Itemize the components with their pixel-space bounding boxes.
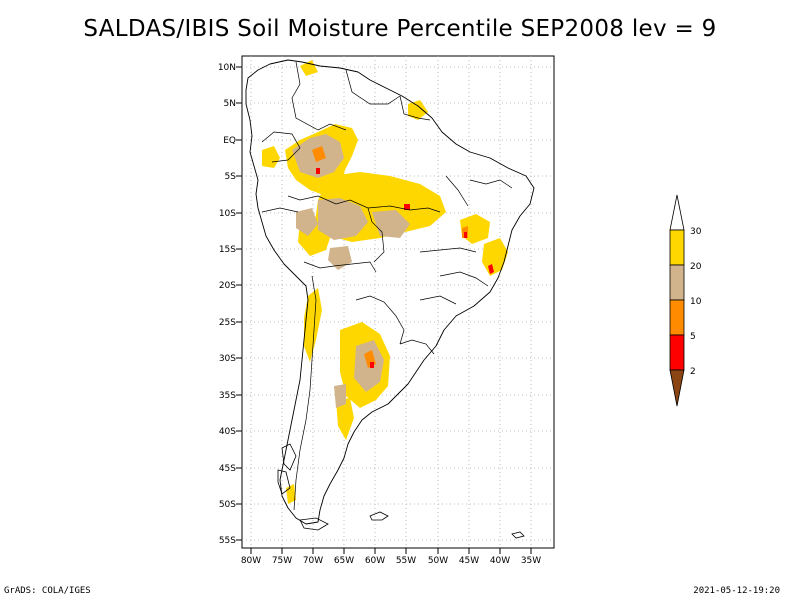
lon-label: 70W <box>303 556 323 566</box>
shade-andes-south <box>304 288 322 362</box>
shade-northwest <box>300 60 318 76</box>
legend-arrow-top <box>669 194 685 231</box>
shade-red-ne2 <box>488 264 494 274</box>
shade-tan-rondonia <box>372 210 410 238</box>
lon-label: 55W <box>396 556 416 566</box>
lon-label: 50W <box>428 556 448 566</box>
shade-orange-amazon <box>312 146 326 162</box>
legend-colorbar <box>669 194 685 407</box>
lat-label: 25S <box>219 318 236 328</box>
shade-red-ne1 <box>464 232 467 238</box>
legend-label: 20 <box>690 262 702 272</box>
lon-label: 35W <box>521 556 541 566</box>
country-borders <box>261 61 513 511</box>
shade-red-amazon <box>316 168 320 174</box>
shade-patagonia <box>336 398 354 440</box>
islands <box>277 443 525 539</box>
legend-box-2-5 <box>669 334 685 371</box>
footer-timestamp: 2021-05-12-19:20 <box>693 586 780 596</box>
shade-red-central <box>404 204 410 210</box>
shade-southeast-2 <box>482 238 508 276</box>
shade-tan-south <box>334 384 346 408</box>
continent-outline <box>245 59 535 525</box>
lat-label: 5N <box>224 99 236 109</box>
lat-label: 45S <box>219 464 236 474</box>
percentile-shading <box>262 60 508 504</box>
lon-label: 75W <box>272 556 292 566</box>
lat-label: 10S <box>219 209 236 219</box>
lat-label: 55S <box>219 536 236 546</box>
legend-label: 5 <box>690 332 696 342</box>
shade-tan-chaco <box>328 246 352 270</box>
lat-label: 10N <box>218 63 236 73</box>
shade-red-pampas <box>370 362 374 368</box>
shade-west-amazon <box>262 146 280 168</box>
lat-axis: 10N 5N EQ 5S 10S 15S 20S 25S 30S 35S 40S… <box>218 63 242 546</box>
plot-frame <box>241 55 555 549</box>
lat-label: 15S <box>219 245 236 255</box>
legend-label: 10 <box>690 297 702 307</box>
footer-credit: GrADS: COLA/IGES <box>4 586 91 596</box>
lon-label: 40W <box>490 556 510 566</box>
legend-box-5-10 <box>669 299 685 336</box>
map-title: SALDAS/IBIS Soil Moisture Percentile SEP… <box>83 16 717 42</box>
lat-label: 50S <box>219 500 236 510</box>
lat-label: 30S <box>219 354 236 364</box>
legend-box-20-30 <box>669 229 685 266</box>
legend-box-10-20 <box>669 264 685 301</box>
legend-labels: 30 20 10 5 2 <box>690 227 702 377</box>
legend-arrow-bottom <box>669 369 685 407</box>
lat-label: EQ <box>223 136 236 146</box>
shade-guiana <box>408 100 428 120</box>
lon-label: 45W <box>459 556 479 566</box>
lat-label: 5S <box>225 172 237 182</box>
lat-label: 35S <box>219 391 236 401</box>
grid-lines <box>242 56 554 548</box>
legend-label: 30 <box>690 227 702 237</box>
lon-axis: 80W 75W 70W 65W 60W 55W 50W 45W 40W 35W <box>241 548 541 566</box>
lat-label: 40S <box>219 427 236 437</box>
legend-label: 2 <box>690 367 696 377</box>
shade-tan-bolivia <box>296 208 318 236</box>
lon-label: 65W <box>334 556 354 566</box>
lon-label: 60W <box>365 556 385 566</box>
lon-label: 80W <box>241 556 261 566</box>
shade-tan-central <box>318 198 368 240</box>
lat-label: 20S <box>219 281 236 291</box>
